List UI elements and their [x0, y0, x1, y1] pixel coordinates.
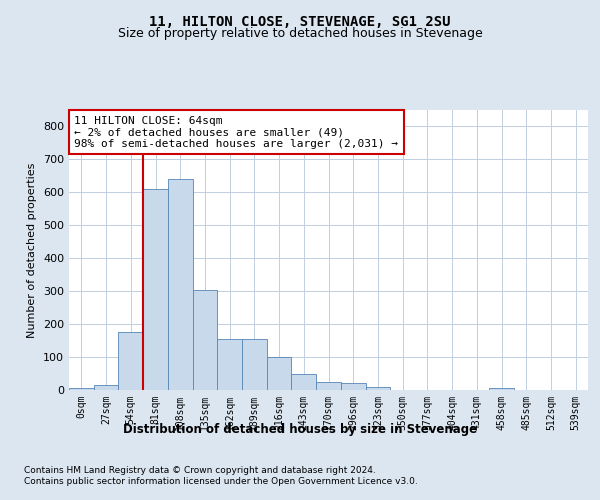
Bar	[94, 385, 118, 390]
Bar	[489, 388, 514, 390]
Bar	[341, 384, 365, 390]
Bar	[267, 357, 292, 390]
Text: 11 HILTON CLOSE: 64sqm
← 2% of detached houses are smaller (49)
98% of semi-deta: 11 HILTON CLOSE: 64sqm ← 2% of detached …	[74, 116, 398, 149]
Y-axis label: Number of detached properties: Number of detached properties	[28, 162, 37, 338]
Bar	[365, 386, 390, 390]
Text: Contains public sector information licensed under the Open Government Licence v3: Contains public sector information licen…	[24, 478, 418, 486]
Text: Contains HM Land Registry data © Crown copyright and database right 2024.: Contains HM Land Registry data © Crown c…	[24, 466, 376, 475]
Bar	[168, 179, 193, 390]
Text: 11, HILTON CLOSE, STEVENAGE, SG1 2SU: 11, HILTON CLOSE, STEVENAGE, SG1 2SU	[149, 15, 451, 29]
Bar	[316, 382, 341, 390]
Bar	[118, 332, 143, 390]
Text: Distribution of detached houses by size in Stevenage: Distribution of detached houses by size …	[123, 422, 477, 436]
Bar	[217, 339, 242, 390]
Bar	[193, 290, 217, 390]
Bar	[69, 388, 94, 390]
Bar	[242, 339, 267, 390]
Text: Size of property relative to detached houses in Stevenage: Size of property relative to detached ho…	[118, 28, 482, 40]
Bar	[292, 374, 316, 390]
Bar	[143, 189, 168, 390]
